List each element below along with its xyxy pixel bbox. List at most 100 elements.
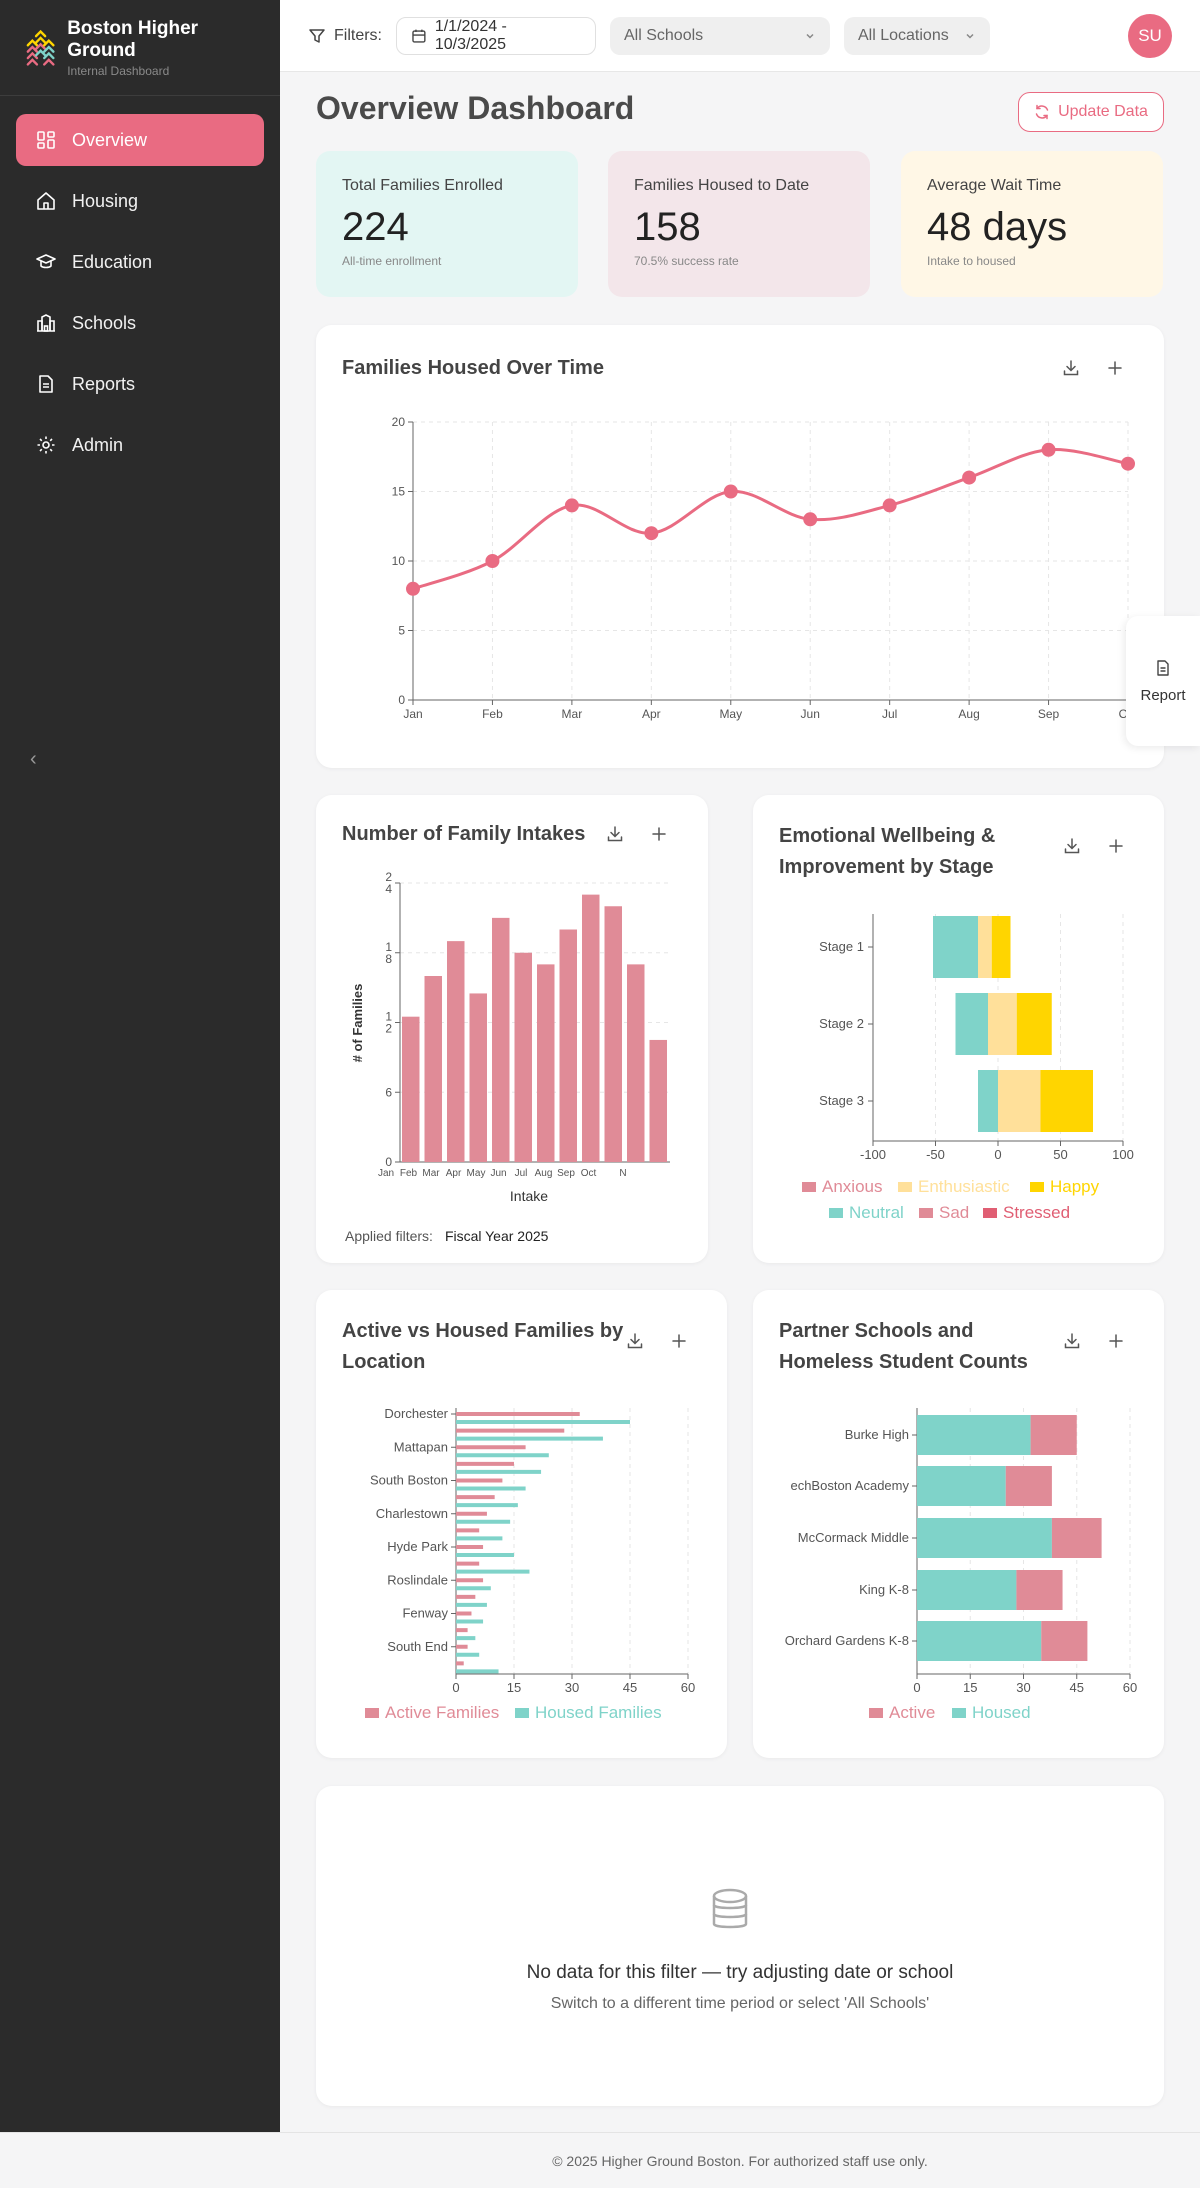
chevron-down-icon (806, 33, 814, 39)
download-icon[interactable] (606, 825, 624, 843)
card-title-text: Emotional Wellbeing & Improvement by Sta… (779, 825, 996, 878)
y-tick-label: Mattapan (394, 1439, 448, 1454)
download-icon[interactable] (1063, 837, 1081, 855)
add-icon[interactable] (1107, 1332, 1125, 1350)
calendar-icon (412, 29, 426, 43)
y-axis-label: # of Families (350, 984, 365, 1063)
logo-icon (26, 29, 55, 66)
x-tick-label: Jan (378, 1168, 394, 1179)
school-select[interactable]: All Schools (610, 16, 830, 55)
card-active-vs-housed: Active vs Housed Families by Location (316, 1290, 727, 1758)
legend-swatch (829, 1208, 843, 1218)
sidebar-item-schools[interactable]: Schools (16, 297, 264, 349)
brand[interactable]: Boston Higher Ground Internal Dashboard (0, 0, 280, 96)
legend-label: Enthusiastic (918, 1177, 1010, 1196)
legend-label: Housed Families (535, 1703, 662, 1722)
legend-swatch (1030, 1182, 1044, 1192)
bar-active (456, 1495, 495, 1500)
legend-swatch (983, 1208, 997, 1218)
data-point (564, 498, 579, 513)
bar-active (456, 1412, 580, 1416)
sidebar-item-label: Education (72, 251, 153, 272)
x-tick-label: Jul (882, 707, 897, 721)
y-tick-label: 1 (385, 1010, 392, 1024)
stat-value: 224 (342, 205, 409, 249)
add-icon[interactable] (1107, 837, 1125, 855)
bar-housed (456, 1636, 476, 1641)
sidebar-item-label: Schools (72, 312, 137, 333)
x-tick-label: 100 (1112, 1147, 1134, 1162)
y-tick-label: McCormack Middle (798, 1530, 909, 1545)
bar (447, 941, 465, 1162)
sidebar-item-overview[interactable]: Overview (16, 114, 264, 166)
data-point (1121, 456, 1135, 471)
x-tick-label: 30 (1016, 1680, 1030, 1695)
date-range-picker[interactable]: 1/1/2024 - 10/3/2025 (396, 16, 596, 55)
bar-segment (978, 916, 992, 978)
update-data-button[interactable]: Update Data (1018, 92, 1164, 132)
stat-card-housed: Families Housed to Date 158 70.5% succes… (608, 151, 870, 297)
bar (492, 917, 510, 1162)
y-tick-label: Burke High (845, 1427, 909, 1442)
bar-housed (456, 1453, 549, 1458)
filters-label: Filters: (308, 27, 382, 45)
bar (514, 952, 532, 1162)
stat-label: Families Housed to Date (634, 177, 810, 194)
user-avatar[interactable]: SU (1128, 13, 1172, 58)
bar-housed (456, 1553, 514, 1557)
sidebar-item-education[interactable]: Education (16, 236, 264, 288)
bar (402, 1016, 420, 1162)
x-tick-label: 60 (1123, 1680, 1137, 1695)
report-tab[interactable]: Report (1126, 616, 1200, 746)
report-tab-label: Report (1140, 686, 1186, 704)
x-tick-label: Jul (515, 1168, 528, 1179)
data-point (485, 554, 500, 568)
bar-housed (456, 1420, 630, 1424)
bar (627, 964, 645, 1162)
y-tick-label: 2 (385, 870, 392, 884)
applied-filters-value: Fiscal Year 2025 (444, 1228, 549, 1244)
bar-active (456, 1478, 503, 1483)
x-tick-label: 0 (913, 1680, 920, 1695)
download-icon[interactable] (1062, 359, 1080, 377)
bar-active (1041, 1621, 1088, 1661)
location-select-value: All Locations (858, 26, 949, 44)
collapse-sidebar-icon[interactable]: ‹ (30, 748, 37, 770)
add-icon[interactable] (650, 825, 668, 843)
bar (559, 929, 577, 1162)
location-select[interactable]: All Locations (844, 16, 990, 55)
bar-active (456, 1428, 565, 1433)
card-families-housed: Families Housed Over Time (316, 325, 1164, 768)
download-icon[interactable] (1063, 1332, 1081, 1350)
x-tick-label: Mar (422, 1168, 440, 1179)
sidebar-item-housing[interactable]: Housing (16, 175, 264, 227)
y-tick-label: 8 (385, 952, 392, 966)
legend-swatch (952, 1708, 966, 1718)
sidebar-item-reports[interactable]: Reports (16, 358, 264, 410)
bar-active (456, 1445, 526, 1450)
y-tick-label: Fenway (402, 1606, 448, 1621)
add-icon[interactable] (670, 1332, 688, 1350)
x-tick-label: 15 (507, 1680, 521, 1695)
bar-housed (917, 1570, 1017, 1610)
bar-active (1016, 1570, 1063, 1610)
legend-swatch (898, 1182, 912, 1192)
add-icon[interactable] (1106, 359, 1124, 377)
stat-card-total-enrolled: Total Families Enrolled 224 All-time enr… (316, 151, 578, 297)
refresh-icon (1035, 104, 1049, 120)
bar-active (456, 1644, 468, 1649)
sidebar-item-admin[interactable]: Admin (16, 419, 264, 471)
y-tick-label: 15 (392, 485, 406, 499)
bar-housed (456, 1486, 526, 1491)
bar (469, 993, 487, 1162)
download-icon[interactable] (626, 1332, 644, 1350)
empty-state-title: No data for this filter — try adjusting … (526, 1962, 954, 1983)
bar-active (456, 1545, 484, 1549)
dashboard-icon (37, 131, 55, 149)
footer-text: © 2025 Higher Ground Boston. For authori… (552, 2152, 928, 2169)
legend-label: Sad (939, 1203, 969, 1222)
bar-active (1051, 1518, 1102, 1558)
applied-filters-label: Applied filters: (345, 1228, 433, 1244)
legend-swatch (515, 1708, 529, 1718)
sidebar-item-label: Housing (72, 190, 139, 211)
